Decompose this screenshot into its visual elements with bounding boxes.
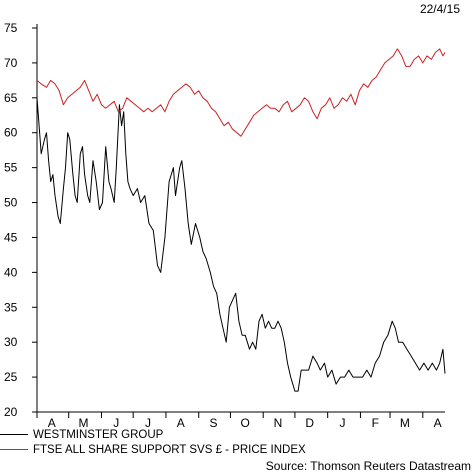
series-layer	[36, 48, 446, 392]
x-tick-label: N	[274, 416, 283, 430]
y-tick-label: 65	[4, 91, 18, 105]
x-tick-label: J	[113, 416, 119, 430]
series-line-westminster	[36, 97, 446, 392]
legend-swatch-westminster	[0, 434, 28, 436]
date-label: 22/4/15	[419, 2, 460, 16]
x-tick-label: A	[48, 416, 56, 430]
x-tick-label: S	[210, 416, 218, 430]
x-tick-label: J	[339, 416, 345, 430]
y-tick-label: 50	[4, 196, 18, 210]
y-tick-label: 60	[4, 126, 18, 140]
y-tick-label: 75	[4, 21, 18, 35]
y-tick-label: 45	[4, 230, 18, 244]
y-tick-label: 40	[4, 265, 18, 279]
y-tick-label: 70	[4, 56, 18, 70]
x-tick-label: F	[372, 416, 379, 430]
source-note: Source: Thomson Reuters Datastream	[265, 459, 471, 473]
y-tick-label: 25	[4, 370, 18, 384]
legend-item-westminster: WESTMINSTER GROUP	[0, 429, 163, 441]
y-tick-label: 30	[4, 335, 18, 349]
x-tick-label: M	[79, 416, 89, 430]
y-tick-label: 55	[4, 161, 18, 175]
x-tick-label: M	[400, 416, 410, 430]
legend-swatch-ftse	[0, 449, 28, 451]
x-tick-label: J	[145, 416, 151, 430]
legend-label-ftse: FTSE ALL SHARE SUPPORT SVS £ - PRICE IND…	[33, 444, 306, 456]
y-tick-label: 35	[4, 300, 18, 314]
legend-label-westminster: WESTMINSTER GROUP	[33, 429, 164, 441]
x-tick-label: O	[241, 416, 250, 430]
x-tick-label: A	[177, 416, 185, 430]
series-line-ftse	[36, 48, 446, 137]
x-tick-label: A	[434, 416, 442, 430]
y-axis: 20 25 30 35 40 45 50 55 60 65 70 75	[4, 21, 38, 419]
y-tick-label: 20	[4, 405, 18, 419]
legend-item-ftse: FTSE ALL SHARE SUPPORT SVS £ - PRICE IND…	[0, 444, 306, 456]
x-tick-label: D	[305, 416, 314, 430]
